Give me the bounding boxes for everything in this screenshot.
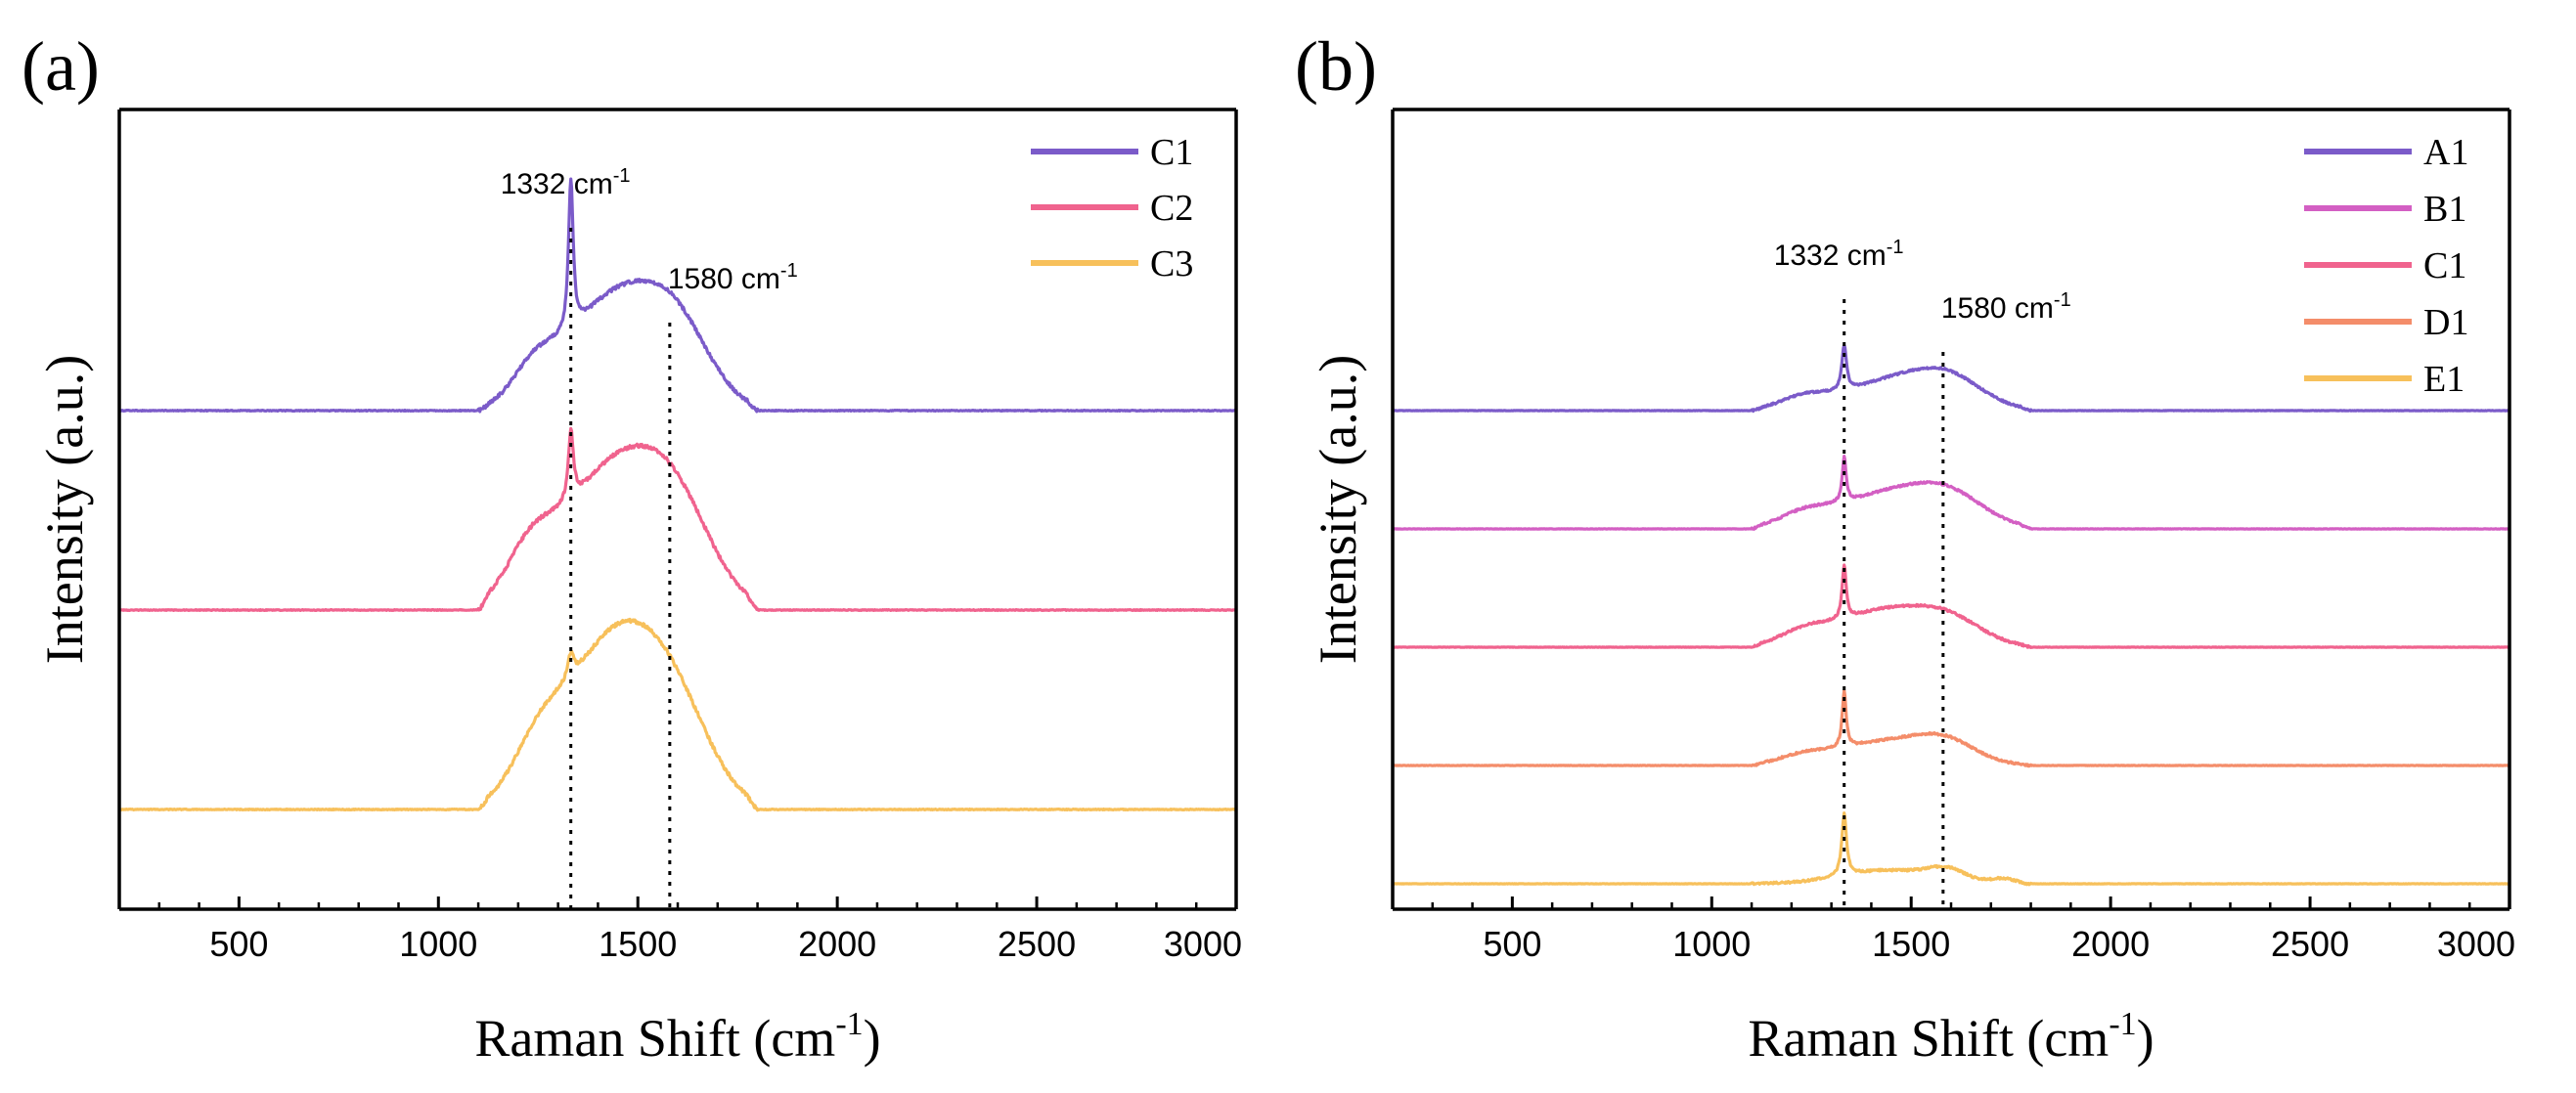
series-line-C1 [1392, 563, 2510, 649]
annotation-1580: 1580 cm-1 [668, 260, 798, 295]
legend-label-C2: C2 [1150, 188, 1193, 229]
annotation-text: 1580 cm [1941, 292, 2054, 325]
x-tick-label: 2500 [998, 924, 1076, 964]
x-tick-label: 1500 [1872, 924, 1950, 964]
x-axis-label: Raman Shift (cm-1) [474, 1006, 880, 1068]
x-tick-label: 3000 [1164, 924, 1242, 964]
annotation-sup: -1 [613, 165, 631, 187]
x-tick-label: 1500 [599, 924, 677, 964]
series-line-A1 [1392, 343, 2510, 414]
x-tick-label: 2000 [798, 924, 876, 964]
x-axis-label-text: Raman Shift (cm [474, 1009, 835, 1068]
x-tick-label: 1000 [1672, 924, 1751, 964]
x-tick-label: 3000 [2437, 924, 2515, 964]
x-tick-label: 500 [209, 924, 268, 964]
series-line-E1 [1392, 811, 2510, 887]
x-axis-label-close: ) [2137, 1009, 2154, 1068]
y-axis-label: Intensity (a.u.) [1309, 355, 1367, 664]
legend-label-C3: C3 [1150, 243, 1193, 284]
x-tick-label: 2000 [2071, 924, 2150, 964]
annotation-sup: -1 [2054, 289, 2071, 311]
x-axis-label-text: Raman Shift (cm [1748, 1009, 2109, 1068]
series-line-C3 [118, 617, 1237, 812]
series-line-C1 [118, 177, 1237, 414]
legend-label-A1: A1 [2423, 132, 2468, 173]
x-axis-label-sup: -1 [2109, 1006, 2136, 1042]
legend-label-B1: B1 [2423, 189, 2466, 230]
annotation-sup: -1 [1887, 237, 1904, 258]
legend-label-E1: E1 [2423, 359, 2465, 400]
panel-label: (a) [22, 27, 100, 106]
x-axis-label: Raman Shift (cm-1) [1748, 1006, 2154, 1068]
annotation-1332: 1332 cm-1 [1774, 237, 1904, 272]
legend-label-C1: C1 [1150, 132, 1193, 173]
x-axis-label-close: ) [864, 1009, 881, 1068]
legend-label-D1: D1 [2423, 302, 2468, 343]
x-tick-label: 2500 [2271, 924, 2349, 964]
annotation-text: 1332 cm [501, 168, 613, 200]
annotation-text: 1332 cm [1774, 240, 1887, 272]
series-line-D1 [1392, 688, 2510, 768]
series-line-B1 [1392, 455, 2510, 531]
annotation-sup: -1 [780, 260, 798, 282]
annotation-1580: 1580 cm-1 [1941, 289, 2071, 325]
legend-label-C1: C1 [2423, 245, 2466, 286]
x-tick-label: 500 [1483, 924, 1541, 964]
x-tick-label: 1000 [399, 924, 477, 964]
series-line-C2 [118, 426, 1237, 612]
panel-label: (b) [1295, 27, 1377, 106]
annotation-1332: 1332 cm-1 [501, 165, 631, 200]
x-axis-label-sup: -1 [835, 1006, 863, 1042]
y-axis-label: Intensity (a.u.) [35, 355, 94, 664]
annotation-text: 1580 cm [668, 263, 780, 295]
